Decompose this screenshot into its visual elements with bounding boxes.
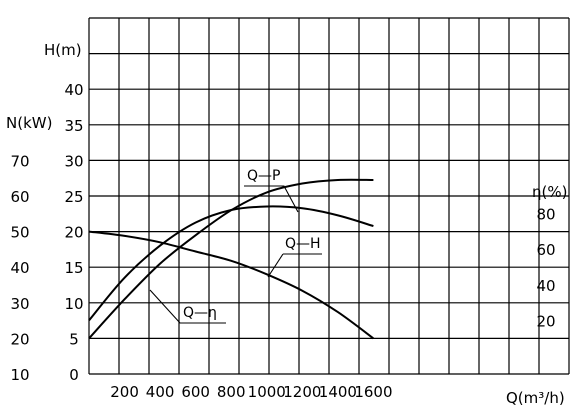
power-tick-label: 60	[10, 188, 29, 206]
x-tick-label: 1000	[248, 383, 286, 401]
series-line-q	[88, 205, 374, 322]
head-tick-label: 35	[64, 117, 83, 135]
power-tick-label: 70	[10, 152, 29, 170]
head-tick-label: 25	[64, 188, 83, 206]
x-tick-label: 400	[146, 383, 175, 401]
power-axis-title: N(kW)	[6, 114, 52, 132]
x-tick-label: 200	[110, 383, 139, 401]
efficiency-tick-label: 80	[536, 206, 555, 224]
axis-labels: H(m) N(kW) η(%) Q(m³/h) 200 400 600 800 1000…	[6, 41, 567, 407]
efficiency-tick-label: 40	[536, 277, 555, 295]
head-tick-label: 10	[64, 295, 83, 313]
head-axis-title: H(m)	[44, 41, 82, 59]
efficiency-tick-label: 20	[536, 312, 555, 330]
x-axis-title: Q(m³/h)	[506, 389, 565, 407]
head-tick-label: 40	[64, 81, 83, 99]
curve-annotations: Q—P Q—H Q—η	[149, 168, 322, 324]
q-h-annotation: Q—H	[285, 236, 321, 252]
head-tick-label: 30	[64, 152, 83, 170]
x-tick-label: 1600	[354, 383, 392, 401]
head-tick-label: 0	[69, 366, 79, 384]
power-tick-label: 50	[10, 224, 29, 242]
x-tick-label: 1400	[319, 383, 357, 401]
curves	[88, 178, 374, 340]
q-eta-leader	[149, 289, 226, 324]
series-line-q-p	[88, 178, 374, 340]
grid	[88, 17, 570, 375]
x-tick-label: 1200	[283, 383, 321, 401]
power-tick-label: 30	[10, 295, 29, 313]
efficiency-tick-label: 60	[536, 241, 555, 259]
q-p-annotation: Q—P	[247, 168, 280, 184]
efficiency-axis-title: η(%)	[532, 183, 567, 201]
head-tick-label: 5	[69, 330, 79, 348]
x-tick-label: 600	[181, 383, 210, 401]
q-h-pointer	[267, 253, 284, 278]
power-tick-label: 20	[10, 330, 29, 348]
series-line-q-h	[88, 230, 374, 340]
head-tick-label: 15	[64, 259, 83, 277]
x-tick-label: 800	[217, 383, 246, 401]
head-tick-label: 20	[64, 224, 83, 242]
q-eta-annotation: Q—η	[183, 305, 217, 321]
power-tick-label: 40	[10, 259, 29, 277]
power-tick-label: 10	[10, 366, 29, 384]
q-p-leader	[244, 185, 299, 213]
